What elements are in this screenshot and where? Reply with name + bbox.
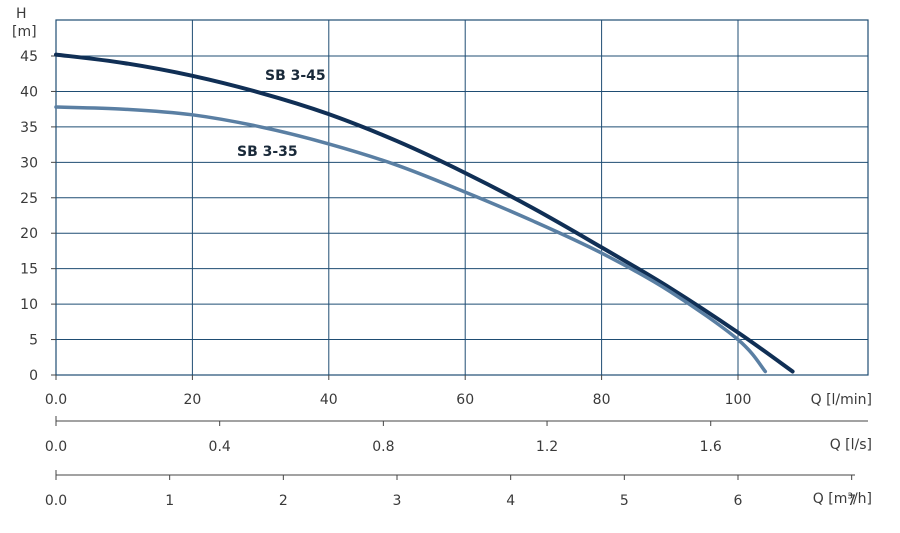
y-tick-label: 35 [20,120,38,136]
x-axis-unit: Q [m³/h] [813,491,872,507]
series-label-sb-3-35: SB 3-35 [237,144,298,160]
series-label-sb-3-45: SB 3-45 [265,68,326,84]
grid [55,19,869,376]
x-tick-label: 7 [847,493,856,509]
x-tick-label: 2 [279,493,288,509]
x-axis-l-s: 0.0 0.4 0.8 1.2 1.6 Q [l/s] [45,416,872,455]
x-tick-label: 1.6 [700,439,722,455]
y-tick-label: 20 [20,226,38,242]
y-axis-label: H [16,6,27,22]
x-tick-label: 3 [393,493,402,509]
series-lines [54,52,795,374]
series-line-sb-3-45 [54,52,795,374]
y-tick-label: 25 [20,191,38,207]
x-tick-label: 20 [183,392,201,408]
y-tick-label: 5 [29,333,38,349]
x-tick-label: 80 [593,392,611,408]
y-tick-label: 45 [20,49,38,65]
y-tick-label: 15 [20,262,38,278]
x-tick-label: 6 [734,493,743,509]
y-tick-label: 40 [20,84,38,100]
x-axis-unit: Q [l/min] [811,392,872,408]
x-tick-label: 40 [320,392,338,408]
y-tick-label: 10 [20,297,38,313]
y-tick-label: 30 [20,155,38,171]
y-axis: H [m] 0 5 10 15 20 25 30 35 40 45 [12,6,56,384]
series-line-sb-3-35 [54,105,768,374]
x-axis-l-min: 0.0 20 40 60 80 100 Q [l/min] [45,375,872,408]
x-tick-label: 0.0 [45,392,67,408]
y-tick-label: 0 [29,368,38,384]
x-tick-label: 1.2 [536,439,558,455]
x-tick-label: 1 [165,493,174,509]
x-tick-label: 0.0 [45,493,67,509]
x-tick-label: 0.4 [209,439,231,455]
x-tick-label: 60 [456,392,474,408]
x-tick-label: 100 [725,392,752,408]
x-axis-m3-h: 0.0 1 2 3 4 5 6 7Q [m³/h] [45,470,872,509]
x-tick-label: 0.0 [45,439,67,455]
y-axis-unit: [m] [12,24,37,40]
x-tick-label: 4 [506,493,515,509]
x-axis-unit: Q [l/s] [830,437,872,453]
x-tick-label: 0.8 [372,439,394,455]
x-tick-label: 5 [620,493,629,509]
